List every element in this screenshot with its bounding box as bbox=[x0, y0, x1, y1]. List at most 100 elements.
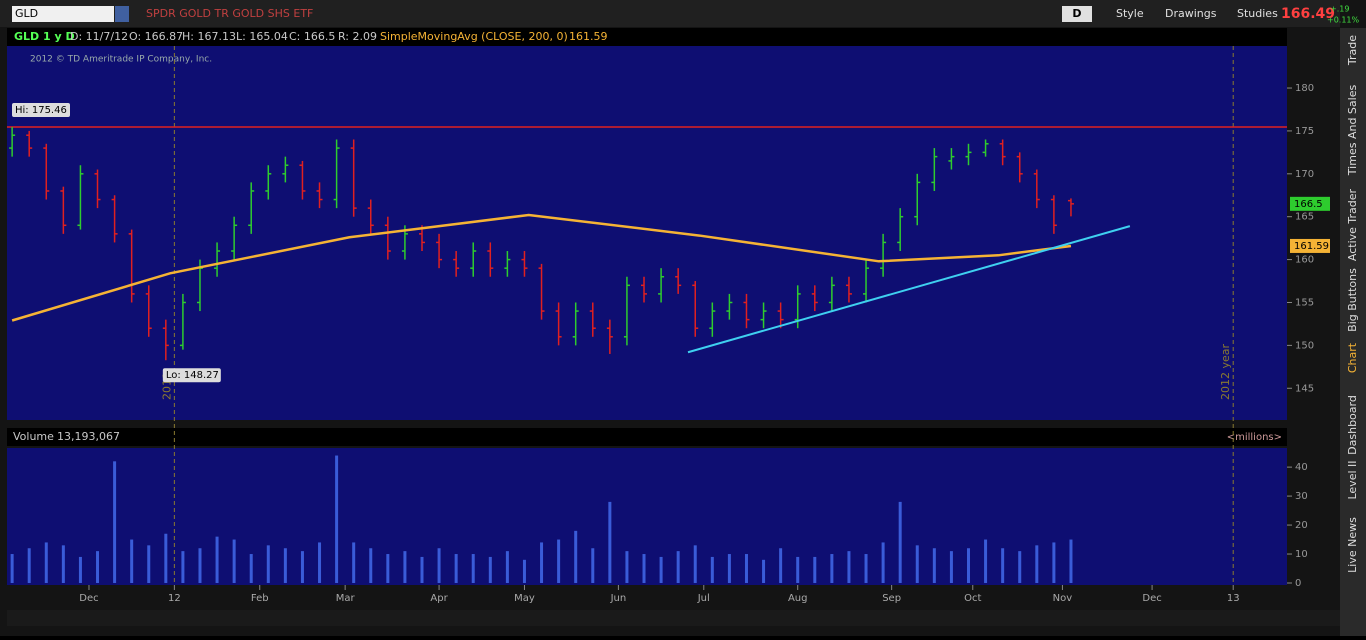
volume-bar bbox=[762, 559, 766, 583]
volume-bar bbox=[864, 554, 868, 583]
y-tick-label: 170 bbox=[1295, 169, 1314, 180]
volume-bar bbox=[676, 551, 680, 583]
volume-bar bbox=[727, 554, 731, 583]
volume-bar bbox=[1035, 545, 1039, 583]
volume-bar bbox=[232, 539, 236, 583]
volume-bar bbox=[915, 545, 919, 583]
sidebar-tab[interactable]: Trade bbox=[1346, 35, 1359, 66]
volume-bar bbox=[1018, 551, 1022, 583]
volume-bar bbox=[44, 542, 48, 583]
volume-bar bbox=[898, 501, 902, 583]
volume-bar bbox=[574, 530, 578, 583]
hi-label: Hi: 175.46 bbox=[15, 105, 67, 116]
symbol-dropdown[interactable] bbox=[115, 6, 129, 22]
volume-bar bbox=[1001, 548, 1005, 583]
description: SPDR GOLD TR GOLD SHS ETF bbox=[146, 7, 313, 20]
symbol[interactable]: GLD bbox=[15, 7, 38, 20]
y-tick-label: 165 bbox=[1295, 212, 1314, 223]
volume-bar bbox=[10, 554, 14, 583]
volume-bar bbox=[78, 556, 82, 583]
volume-bar bbox=[61, 545, 65, 583]
chart-header bbox=[7, 28, 1287, 46]
style-btn[interactable]: Style bbox=[1116, 7, 1144, 20]
period[interactable]: D bbox=[1072, 7, 1081, 20]
volume-bar bbox=[369, 548, 373, 583]
header-high: H: 167.13 bbox=[182, 30, 236, 43]
volume-bar bbox=[966, 548, 970, 583]
volume-bar bbox=[318, 542, 322, 583]
volume-bar bbox=[300, 551, 304, 583]
x-tick-label: Sep bbox=[882, 593, 901, 604]
sidebar-tab[interactable]: Chart bbox=[1346, 342, 1359, 373]
y-tick-label: 20 bbox=[1295, 520, 1308, 531]
last-tag: 166.5 bbox=[1294, 199, 1323, 210]
volume-header bbox=[7, 428, 1287, 446]
x-tick-label: Apr bbox=[430, 593, 448, 604]
volume-units: <millions> bbox=[1227, 432, 1282, 443]
header-range: R: 2.09 bbox=[338, 30, 377, 43]
y-tick-label: 30 bbox=[1295, 491, 1308, 502]
period-box[interactable] bbox=[1062, 6, 1092, 22]
x-tick-label: Dec bbox=[1142, 593, 1161, 604]
sidebar-tab[interactable]: Times And Sales bbox=[1346, 85, 1359, 177]
volume-bar bbox=[557, 539, 561, 583]
price-panel bbox=[7, 46, 1287, 420]
volume-bar bbox=[505, 551, 509, 583]
x-tick-label: Mar bbox=[336, 593, 356, 604]
volume-bar bbox=[744, 554, 748, 583]
volume-bar bbox=[710, 556, 714, 583]
volume-bar bbox=[27, 548, 31, 583]
volume-bar bbox=[1052, 542, 1056, 583]
volume-bar bbox=[181, 551, 185, 583]
scrollbar[interactable] bbox=[7, 610, 1340, 626]
volume-bar bbox=[335, 455, 339, 583]
volume-bar bbox=[403, 551, 407, 583]
volume-bar bbox=[454, 554, 458, 583]
x-tick-label: Dec bbox=[79, 593, 98, 604]
header-close: C: 166.5 bbox=[289, 30, 335, 43]
x-tick-label: Nov bbox=[1053, 593, 1073, 604]
volume-bar bbox=[540, 542, 544, 583]
sidebar-tab[interactable]: Dashboard bbox=[1346, 395, 1359, 455]
sidebar-tab[interactable]: Big Buttons bbox=[1346, 268, 1359, 332]
sidebar-tab[interactable]: Active Trader bbox=[1346, 188, 1359, 261]
x-tick-label: Jun bbox=[610, 593, 627, 604]
symbol-box[interactable] bbox=[12, 6, 114, 22]
y-tick-label: 155 bbox=[1295, 297, 1314, 308]
volume-panel bbox=[7, 448, 1287, 585]
y-tick-label: 0 bbox=[1295, 578, 1301, 589]
volume-bar bbox=[113, 461, 117, 583]
volume-bar bbox=[266, 545, 270, 583]
studies-btn[interactable]: Studies bbox=[1237, 7, 1278, 20]
volume-bar bbox=[471, 554, 475, 583]
header-low: L: 165.04 bbox=[236, 30, 288, 43]
sidebar-tab[interactable]: Level II bbox=[1346, 460, 1359, 499]
last-price: 166.49 bbox=[1281, 6, 1335, 22]
copyright: 2012 © TD Ameritrade IP Company, Inc. bbox=[30, 55, 212, 65]
sma-tag-box bbox=[1290, 238, 1330, 253]
volume-bar bbox=[420, 556, 424, 583]
volume-bar bbox=[386, 554, 390, 583]
header-date: D: 11/7/12 bbox=[70, 30, 128, 43]
volume-bar bbox=[796, 556, 800, 583]
sidebar-tab[interactable]: Live News bbox=[1346, 517, 1359, 573]
x-tick-label: 12 bbox=[168, 593, 181, 604]
volume-bar bbox=[949, 551, 953, 583]
y-tick-label: 150 bbox=[1295, 340, 1314, 351]
y-tick-label: 10 bbox=[1295, 549, 1308, 560]
volume-value: 13,193,067 bbox=[57, 430, 120, 443]
volume-bar bbox=[693, 545, 697, 583]
last-tag-box bbox=[1290, 196, 1330, 211]
volume-bar bbox=[96, 551, 100, 583]
volume-bar bbox=[779, 548, 783, 583]
volume-bar bbox=[164, 533, 168, 583]
volume-bar bbox=[625, 551, 629, 583]
study-name: SimpleMovingAvg (CLOSE, 200, 0) bbox=[380, 30, 568, 43]
volume-bar bbox=[642, 554, 646, 583]
volume-bar bbox=[984, 539, 988, 583]
volume-bar bbox=[830, 554, 834, 583]
volume-bar bbox=[522, 559, 526, 583]
change-pct: +0.11% bbox=[1327, 16, 1360, 25]
change: +.19 bbox=[1330, 5, 1349, 14]
drawings-btn[interactable]: Drawings bbox=[1165, 7, 1217, 20]
